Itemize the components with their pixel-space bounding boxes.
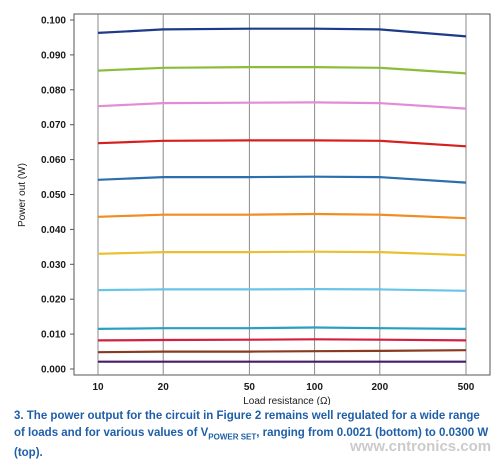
- series-line: [97, 349, 467, 354]
- x-tick-label: 20: [158, 382, 170, 393]
- plot-area: [73, 13, 491, 376]
- series-lines: [97, 27, 467, 363]
- series-line: [97, 139, 467, 148]
- series-line: [97, 250, 467, 257]
- y-tick-label: 0.080: [41, 85, 66, 96]
- grid-lines: [97, 14, 467, 375]
- y-axis-ticks: 0.000 0.010 0.020 0.030 0.040 0.050 0.060 0.070…: [41, 16, 74, 376]
- y-tick-label: 0.090: [41, 50, 66, 61]
- y-axis-title: Power out (W): [17, 163, 28, 227]
- series-line: [97, 175, 467, 184]
- series-line: [97, 338, 467, 342]
- series-line: [97, 65, 467, 75]
- x-tick-label: 50: [244, 382, 256, 393]
- y-tick-label: 0.050: [41, 190, 66, 201]
- x-tick-label: 200: [371, 382, 388, 393]
- caption-subscript: POWER SET: [208, 432, 257, 442]
- series-line: [97, 212, 467, 220]
- caption-text-after: , ranging from 0.0021 (bottom) to 0.0300…: [14, 427, 489, 460]
- y-tick-label: 0.020: [41, 295, 66, 306]
- y-tick-label: 0.000: [41, 365, 66, 376]
- x-tick-label: 100: [306, 382, 323, 393]
- figure-caption: 3. The power output for the circuit in F…: [14, 408, 490, 462]
- series-line: [97, 326, 467, 330]
- series-line: [97, 288, 467, 292]
- watermark: www.cntronics.com: [350, 438, 492, 455]
- x-axis-title: Load resistance (Ω): [243, 396, 331, 405]
- y-tick-label: 0.100: [41, 16, 66, 27]
- y-tick-label: 0.070: [41, 120, 66, 131]
- x-tick-label: 10: [92, 382, 104, 393]
- y-tick-label: 0.040: [41, 225, 66, 236]
- x-tick-label: 500: [458, 382, 475, 393]
- caption-text: 3. The power output for the circuit in F…: [14, 410, 480, 439]
- power-vs-load-chart: 0.000 0.010 0.020 0.030 0.040 0.050 0.060 0.070…: [17, 13, 491, 405]
- series-line: [97, 27, 467, 38]
- y-tick-label: 0.030: [41, 260, 66, 271]
- y-tick-label: 0.060: [41, 155, 66, 166]
- series-line: [97, 101, 467, 110]
- x-axis-ticks: 10 20 50 100 200 500: [92, 382, 474, 393]
- y-tick-label: 0.010: [41, 330, 66, 341]
